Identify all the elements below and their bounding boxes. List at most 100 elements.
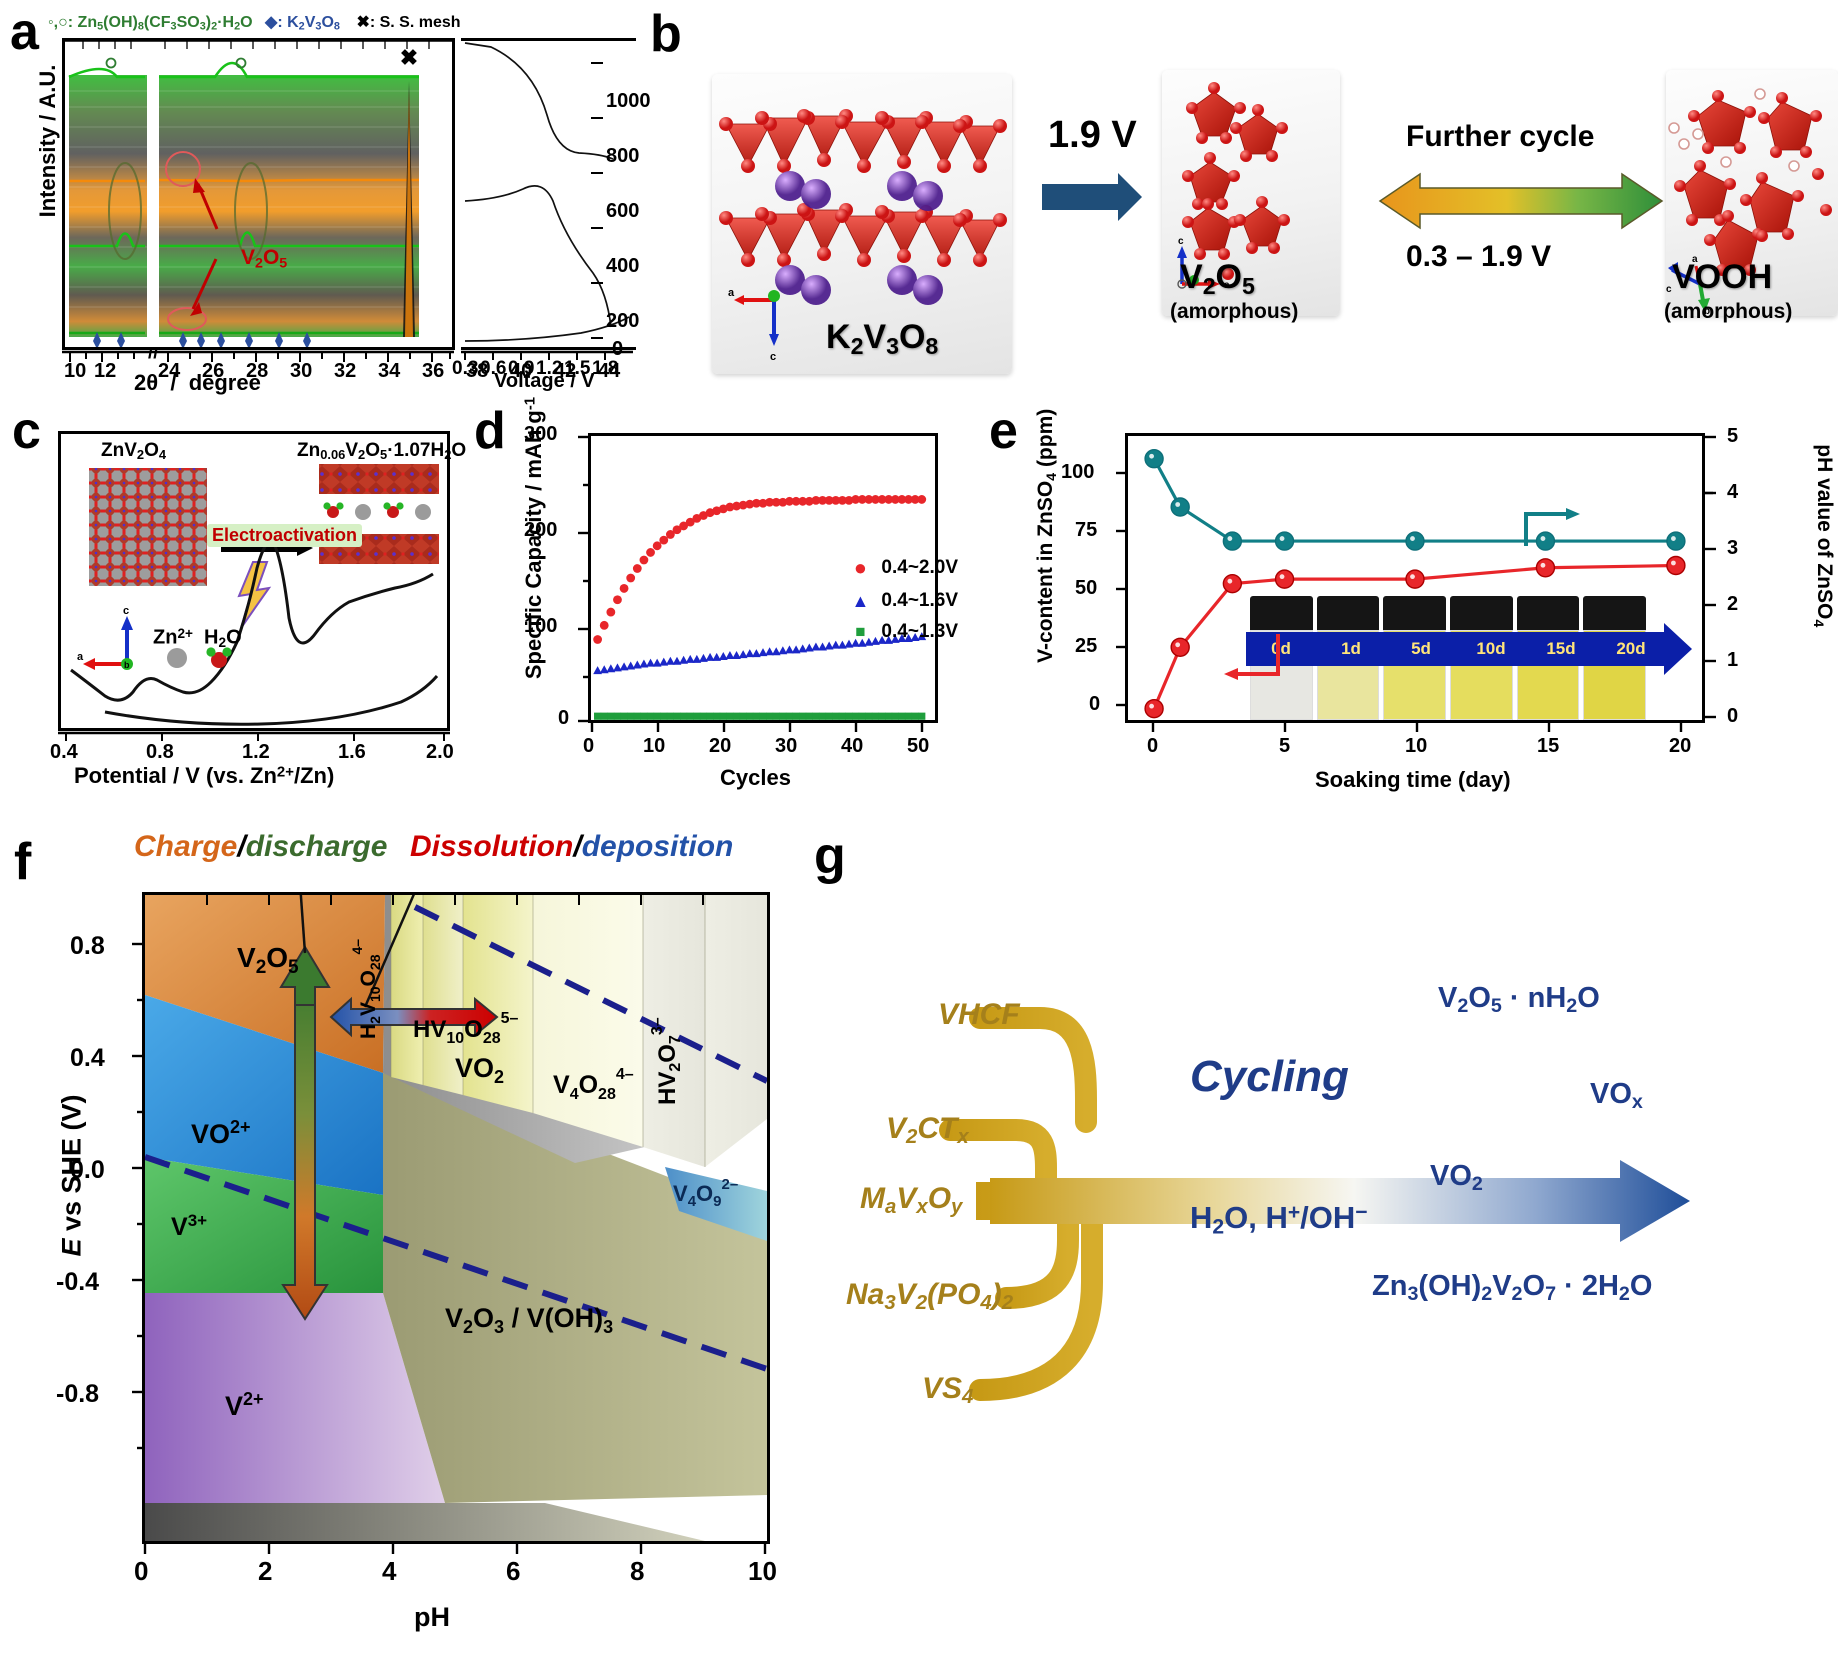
axis-glyph-b3: c b a xyxy=(1666,254,1710,317)
data-point xyxy=(818,495,827,505)
reactant-vs4: VS4 xyxy=(922,1372,974,1409)
panel-d-yaxis-ticks xyxy=(578,435,590,723)
legend-label-d-1: 0.4~1.6V xyxy=(881,590,958,611)
data-point xyxy=(738,500,748,510)
axis-glyph-b1: a c xyxy=(728,287,780,363)
panel-a-ylabel: Intensity / A.U. xyxy=(35,64,60,218)
marker-highlight xyxy=(1227,536,1233,541)
slash-2: / xyxy=(573,830,582,863)
marker-highlight xyxy=(1149,453,1154,459)
ytick-e-25: 25 xyxy=(1075,635,1098,657)
data-point xyxy=(858,712,866,720)
xtick-d-0: 0 xyxy=(583,735,595,757)
data-point xyxy=(745,649,755,658)
data-point xyxy=(607,712,615,720)
data-point xyxy=(885,712,893,720)
svg-text:b: b xyxy=(124,660,130,670)
xtick-c-3: 1.6 xyxy=(338,741,366,763)
discharge-word: discharge xyxy=(245,830,388,863)
panel-c-xaxis xyxy=(58,731,450,741)
data-point xyxy=(626,573,636,583)
data-point xyxy=(811,642,821,651)
data-point xyxy=(877,495,887,504)
reactant-vhcf: VHCF xyxy=(938,998,1020,1031)
legend-marker-triangle-blue: ▲ xyxy=(851,590,870,611)
k2v3o8-structure-image: a c xyxy=(712,74,1012,374)
marker-highlight xyxy=(1671,560,1676,566)
day-label-2: 5d xyxy=(1411,639,1431,658)
data-point xyxy=(805,712,813,720)
structure-1-caption: K2V3O8 xyxy=(826,318,939,359)
structure-3-caption: VOOH xyxy=(1672,258,1773,296)
data-point xyxy=(639,659,649,668)
svg-text:c: c xyxy=(770,351,776,363)
data-point xyxy=(878,712,886,720)
data-point xyxy=(633,712,641,720)
svg-text:b: b xyxy=(1704,306,1710,316)
panel-d-capacity-chart: d Specific Capacity / mAh g-1 300 200 10… xyxy=(470,397,980,800)
product-zn3oh2v2o7: Zn3(OH)2V2O7 · 2H2O xyxy=(1372,1270,1653,1305)
structure-2-subcaption: (amorphous) xyxy=(1170,300,1299,323)
xtick-a-2: 24 xyxy=(158,360,181,382)
xtick-c-2: 1.2 xyxy=(242,741,270,763)
panel-e-xaxis-ticks xyxy=(1151,723,1683,732)
data-point xyxy=(751,498,761,508)
data-point xyxy=(680,712,688,720)
panel-f-ylabel: E vs SHE (V) xyxy=(56,1094,87,1257)
data-point xyxy=(851,638,861,647)
vial-cap xyxy=(1516,596,1580,630)
xtick-d-10: 10 xyxy=(643,735,666,757)
voltage-profile-plot xyxy=(461,38,636,350)
marker-highlight xyxy=(1149,703,1154,709)
data-point xyxy=(600,712,608,720)
data-point xyxy=(904,633,913,642)
panel-e-soaking-chart: e V-content in ZnSO4 (ppm) pH value of Z… xyxy=(985,405,1836,800)
svg-text:✖: ✖ xyxy=(400,45,418,70)
data-point xyxy=(666,712,674,720)
axis-glyph-c: c a b xyxy=(77,605,133,670)
data-point xyxy=(918,712,926,720)
panel-c-graphic: c a b xyxy=(70,464,439,726)
ytick-e2-1: 1 xyxy=(1727,649,1739,671)
panel-c-label: c xyxy=(12,402,41,460)
left-axis-pointer-head xyxy=(1224,668,1238,680)
data-point xyxy=(660,712,668,720)
data-point xyxy=(1170,637,1190,657)
panel-e-yaxis-left-ticks xyxy=(1116,471,1127,707)
panel-e-yaxis-right-ticks xyxy=(1705,435,1716,719)
data-point xyxy=(917,632,927,641)
xtick-a-1: 12 xyxy=(94,360,117,382)
ytick-e2-2: 2 xyxy=(1727,593,1739,615)
svg-text:a: a xyxy=(1692,254,1698,265)
data-point xyxy=(785,496,794,506)
axis-glyph-b2: c a xyxy=(1177,236,1230,291)
data-point xyxy=(791,645,801,654)
xtick-a-9: 38 xyxy=(466,360,489,382)
data-point xyxy=(620,712,628,720)
data-point xyxy=(639,555,649,565)
voltage-1-label: 1.9 V xyxy=(1048,114,1137,156)
pourbaix-diagram-area: V2O5 VO2+ V3+ V2+ VO2 V2O3 / V(OH)3 V4O2… xyxy=(142,892,770,1544)
data-point xyxy=(758,498,768,508)
ytick-f-2: 0.0 xyxy=(70,1156,105,1184)
ytick-d-200: 200 xyxy=(524,519,558,541)
ytick-v-200: 200 xyxy=(606,310,640,332)
xtick-f-0: 0 xyxy=(134,1556,149,1586)
k2v3o8-polyhedra: a c xyxy=(719,109,1007,363)
ytick-f-3: -0.4 xyxy=(56,1268,100,1296)
data-point xyxy=(871,495,880,504)
right-axis-pointer-head xyxy=(1566,508,1580,520)
legend-entry-k2v3o8: ◆: K2V3O8 xyxy=(265,14,340,33)
data-point xyxy=(732,712,741,720)
product-vo2: VO2 xyxy=(1430,1160,1483,1195)
vial-cap xyxy=(1316,596,1380,630)
svg-text:a: a xyxy=(77,651,84,663)
data-point xyxy=(706,712,714,720)
data-point xyxy=(652,658,662,667)
xtick-v-2: 0.9 xyxy=(508,358,535,379)
xtick-a-3: 26 xyxy=(202,360,225,382)
xtick-d-20: 20 xyxy=(709,735,732,757)
phase-right-title: Zn0.06V2O5·1.07H2O xyxy=(297,440,467,463)
xtick-c-4: 2.0 xyxy=(426,741,454,763)
data-point xyxy=(699,511,708,520)
